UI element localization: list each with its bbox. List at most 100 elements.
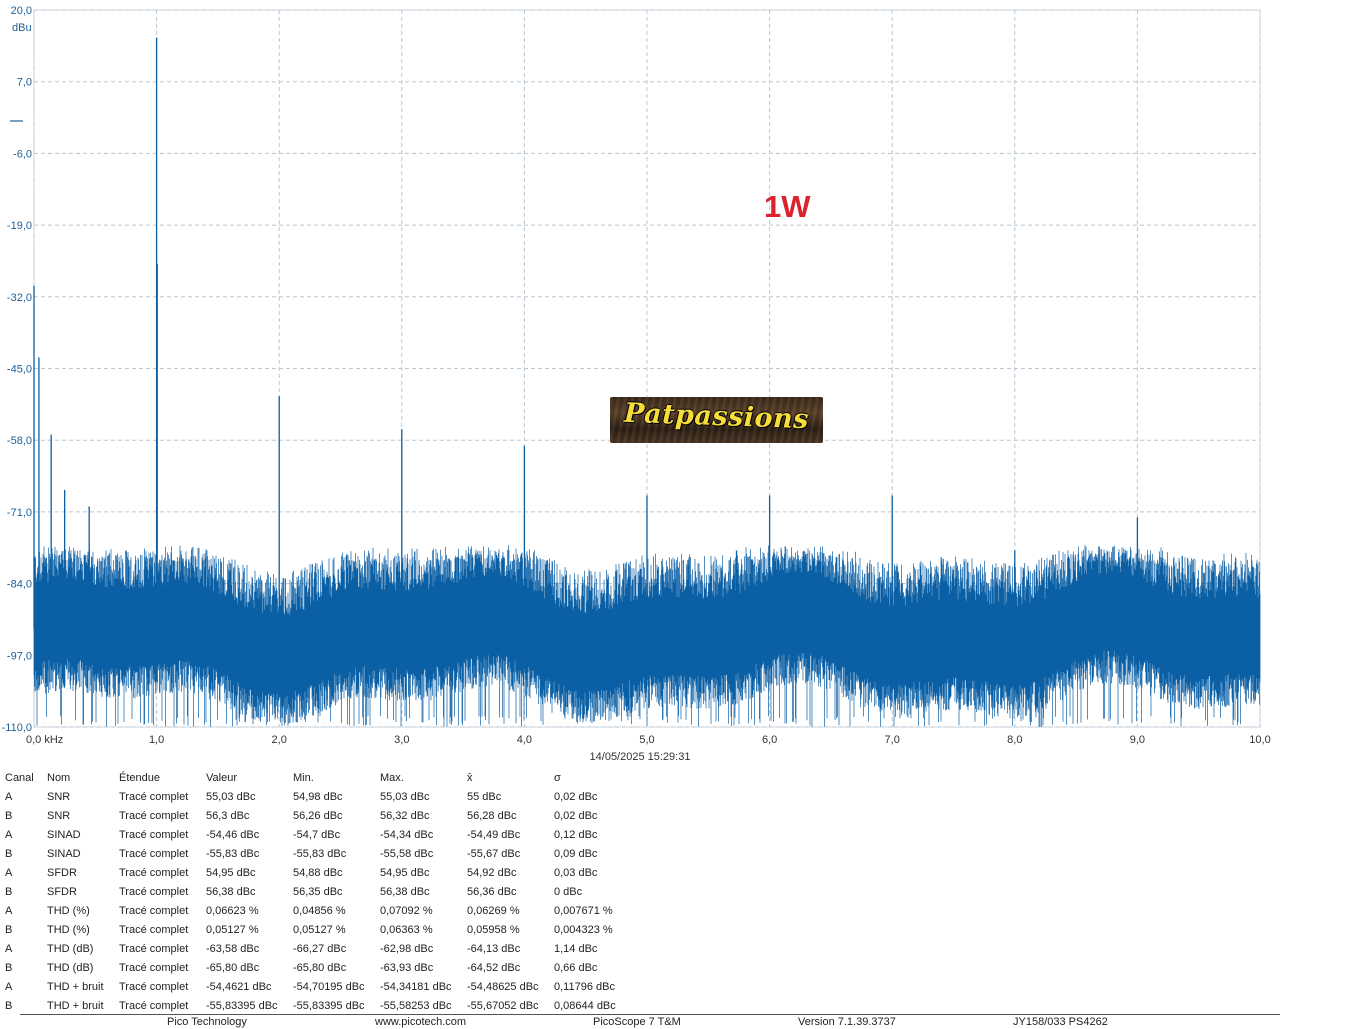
- table-cell: SFDR: [47, 885, 77, 898]
- table-cell: THD + bruit: [47, 999, 104, 1012]
- table-cell: -55,58 dBc: [380, 847, 434, 860]
- table-cell: 56,35 dBc: [293, 885, 343, 898]
- y-axis: 20,0 7,0 -6,0 -19,0 -32,0 -45,0 -58,0 -71,0 -84,…: [2, 5, 32, 734]
- table-cell: B: [5, 961, 13, 974]
- table-cell: THD (%): [47, 904, 90, 917]
- table-cell: 0,08644 dBc: [554, 999, 616, 1012]
- table-cell: Tracé complet: [119, 923, 189, 936]
- footer-website[interactable]: www.picotech.com: [375, 1016, 467, 1028]
- table-cell: -54,48625 dBc: [467, 980, 539, 993]
- measurements-table: Canal Nom Étendue Valeur Min. Max. x̄ σ …: [2, 768, 638, 1015]
- x-tick-label: 10,0: [1249, 734, 1270, 746]
- x-tick-label: 1,0: [149, 734, 164, 746]
- table-cell: -54,4621 dBc: [206, 980, 272, 993]
- table-row: B SNR Tracé complet 56,3 dBc 56,26 dBc 56,32 …: [2, 806, 638, 825]
- table-cell: 0,05958 %: [467, 923, 520, 936]
- table-cell: 1,14 dBc: [554, 942, 598, 955]
- table-cell: -63,58 dBc: [206, 942, 260, 955]
- table-cell: -64,13 dBc: [467, 942, 521, 955]
- y-tick-label: -97,0: [7, 650, 32, 662]
- y-tick-label: -19,0: [7, 220, 32, 232]
- y-tick-label: -84,0: [7, 579, 32, 591]
- x-tick-label: 5,0: [639, 734, 654, 746]
- table-row: A SFDR Tracé complet 54,95 dBc 54,88 dBc 54,9…: [2, 863, 638, 882]
- table-row: A THD + bruit Tracé complet -54,4621 dBc -54…: [2, 977, 638, 996]
- table-row: B THD (dB) Tracé complet -65,80 dBc -65,80 d…: [2, 958, 638, 977]
- table-cell: 0,05127 %: [206, 923, 259, 936]
- y-tick-label: -71,0: [7, 507, 32, 519]
- table-cell: Tracé complet: [119, 866, 189, 879]
- x-tick-label: 4,0: [517, 734, 532, 746]
- table-cell: A: [5, 980, 13, 993]
- table-cell: 0,007671 %: [554, 904, 613, 917]
- table-cell: 0,004323 %: [554, 923, 613, 936]
- table-cell: THD (dB): [47, 942, 94, 955]
- x-tick-label: 6,0: [762, 734, 777, 746]
- header-mean: x̄: [467, 771, 473, 784]
- header-sigma: σ: [554, 771, 561, 784]
- table-cell: B: [5, 923, 13, 936]
- x-tick-label: 2,0: [272, 734, 287, 746]
- table-cell: -54,49 dBc: [467, 828, 521, 841]
- capture-timestamp: 14/05/2025 15:29:31: [589, 751, 691, 763]
- table-cell: -63,93 dBc: [380, 961, 434, 974]
- table-cell: 56,32 dBc: [380, 809, 430, 822]
- table-cell: A: [5, 942, 13, 955]
- table-cell: -55,67 dBc: [467, 847, 521, 860]
- y-tick-label: -32,0: [7, 292, 32, 304]
- table-cell: 55,03 dBc: [380, 790, 430, 803]
- table-row: B SFDR Tracé complet 56,38 dBc 56,35 dBc 56,3…: [2, 882, 638, 901]
- y-tick-label: 20,0: [11, 5, 32, 17]
- table-cell: 0,02 dBc: [554, 790, 598, 803]
- header-max: Max.: [380, 771, 404, 784]
- table-cell: SINAD: [47, 828, 81, 841]
- table-cell: Tracé complet: [119, 809, 189, 822]
- table-row: B SINAD Tracé complet -55,83 dBc -55,83 dBc -…: [2, 844, 638, 863]
- table-cell: -54,46 dBc: [206, 828, 260, 841]
- table-cell: -55,67052 dBc: [467, 999, 539, 1012]
- table-cell: -64,52 dBc: [467, 961, 521, 974]
- table-cell: B: [5, 885, 13, 898]
- table-cell: 0,06363 %: [380, 923, 433, 936]
- table-cell: 0,12 dBc: [554, 828, 598, 841]
- table-cell: 54,95 dBc: [206, 866, 256, 879]
- table-cell: 54,95 dBc: [380, 866, 430, 879]
- table-cell: -54,7 dBc: [293, 828, 341, 841]
- table-row: A THD (dB) Tracé complet -63,58 dBc -66,27 d…: [2, 939, 638, 958]
- footer-company: Pico Technology: [167, 1016, 247, 1028]
- table-cell: Tracé complet: [119, 961, 189, 974]
- table-cell: 0,11796 dBc: [554, 980, 615, 993]
- table-cell: B: [5, 809, 13, 822]
- table-cell: THD (dB): [47, 961, 94, 974]
- y-tick-label: -110,0: [2, 722, 32, 734]
- header-etendue: Étendue: [119, 771, 160, 784]
- header-nom: Nom: [47, 771, 71, 784]
- table-cell: 0 dBc: [554, 885, 583, 898]
- x-axis: 0,0 kHz 1,0 2,0 3,0 4,0 5,0 6,0 7,0 8,0 9,0 10,0: [26, 734, 1271, 746]
- table-cell: -54,70195 dBc: [293, 980, 365, 993]
- table-cell: -65,80 dBc: [293, 961, 347, 974]
- measurements-header-row: Canal Nom Étendue Valeur Min. Max. x̄ σ: [2, 768, 638, 787]
- table-cell: -54,34 dBc: [380, 828, 434, 841]
- table-cell: -55,83 dBc: [293, 847, 347, 860]
- table-cell: Tracé complet: [119, 999, 189, 1012]
- table-cell: -65,80 dBc: [206, 961, 260, 974]
- table-cell: 0,03 dBc: [554, 866, 598, 879]
- table-cell: -66,27 dBc: [293, 942, 347, 955]
- spectrum-trace: [33, 37, 1261, 727]
- table-cell: SNR: [47, 790, 71, 803]
- x-tick-label: 3,0: [394, 734, 409, 746]
- y-tick-label: 7,0: [17, 77, 32, 89]
- table-cell: B: [5, 999, 13, 1012]
- y-tick-label: -6,0: [13, 148, 32, 160]
- header-min: Min.: [293, 771, 314, 784]
- x-tick-label: 0,0 kHz: [26, 734, 63, 746]
- table-cell: 0,04856 %: [293, 904, 346, 917]
- x-tick-label: 7,0: [885, 734, 900, 746]
- table-cell: 54,98 dBc: [293, 790, 343, 803]
- table-cell: A: [5, 904, 13, 917]
- y-unit-label: dBu: [12, 22, 32, 34]
- table-cell: Tracé complet: [119, 828, 189, 841]
- table-cell: 0,66 dBc: [554, 961, 598, 974]
- table-cell: SFDR: [47, 866, 77, 879]
